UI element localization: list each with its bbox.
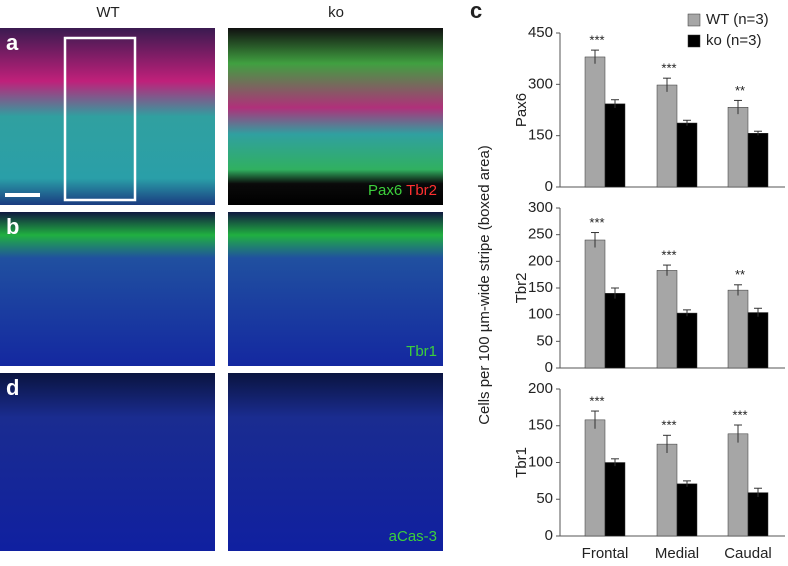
chart-ylabel: Pax6 — [513, 93, 530, 127]
error-bar — [683, 309, 691, 317]
image-ko-b — [228, 212, 443, 366]
significance: *** — [732, 407, 747, 422]
error-bar — [663, 264, 671, 276]
error-bar — [754, 307, 762, 317]
bar — [656, 84, 678, 188]
y-tick-label: 300 — [528, 199, 553, 216]
stain-label: Pax6 Tbr2 — [368, 182, 437, 199]
legend-label: ko (n=3) — [706, 32, 761, 49]
bar — [747, 492, 769, 537]
column-label: WT — [96, 4, 119, 21]
stain-name: aCas-3 — [389, 528, 437, 545]
error-bar — [663, 434, 671, 453]
bar — [604, 293, 626, 369]
image-ko-a — [228, 28, 443, 205]
significance: ** — [735, 267, 745, 282]
micrographs — [0, 28, 443, 551]
y-tick-label: 200 — [528, 252, 553, 269]
image-ko-d — [228, 373, 443, 551]
y-tick-label: 50 — [536, 332, 553, 349]
bar — [676, 312, 698, 369]
bar — [727, 433, 749, 537]
y-tick-label: 150 — [528, 279, 553, 296]
error-bar — [734, 424, 742, 443]
error-bar — [611, 287, 619, 299]
error-bar — [591, 232, 599, 248]
bar — [727, 289, 749, 369]
chart-ylabel: Tbr2 — [513, 273, 530, 304]
x-tick-label: Frontal — [582, 545, 629, 562]
bar — [584, 56, 606, 188]
error-bar — [754, 487, 762, 498]
y-tick-label: 250 — [528, 226, 553, 243]
image-wt-b — [0, 212, 215, 366]
error-bar — [734, 99, 742, 115]
x-tick-label: Caudal — [724, 545, 772, 562]
significance: *** — [589, 33, 604, 48]
bar — [604, 103, 626, 188]
y-tick-label: 0 — [545, 527, 553, 544]
column-label: ko — [328, 4, 344, 21]
significance: *** — [661, 61, 676, 76]
error-bar — [591, 410, 599, 429]
legend-swatch — [687, 34, 701, 48]
chart-ylabel: Tbr1 — [513, 447, 530, 478]
y-tick-label: 150 — [528, 127, 553, 144]
y-tick-label: 300 — [528, 75, 553, 92]
significance: *** — [589, 215, 604, 230]
error-bar — [683, 480, 691, 487]
bar — [656, 443, 678, 537]
significance: *** — [589, 393, 604, 408]
bar — [604, 462, 626, 537]
y-tick-label: 200 — [528, 380, 553, 397]
significance: *** — [661, 248, 676, 263]
error-bar — [591, 49, 599, 64]
bar — [747, 312, 769, 369]
stain-name: Tbr2 — [406, 182, 437, 199]
stain-name: Tbr1 — [406, 343, 437, 360]
bar — [656, 270, 678, 369]
stain-label: Tbr1 — [406, 343, 437, 360]
image-wt-a — [0, 28, 215, 205]
error-bar — [754, 130, 762, 136]
error-bar — [683, 119, 691, 126]
panel-label: b — [6, 214, 19, 239]
error-bar — [611, 99, 619, 108]
panel-label: d — [6, 375, 19, 400]
y-tick-label: 0 — [545, 178, 553, 195]
image-wt-d — [0, 373, 215, 551]
bar — [727, 107, 749, 188]
error-bar — [734, 284, 742, 296]
legend-swatch — [687, 13, 701, 27]
legend-label: WT (n=3) — [706, 11, 769, 28]
stain-label: aCas-3 — [389, 528, 437, 545]
stain-name: Pax6 — [368, 182, 402, 199]
x-tick-label: Medial — [655, 545, 699, 562]
significance: ** — [735, 83, 745, 98]
bar — [676, 483, 698, 537]
panel-label: c — [470, 0, 482, 23]
bar — [584, 419, 606, 537]
y-axis-label: Cells per 100 µm-wide stripe (boxed area… — [476, 145, 493, 425]
bar — [584, 239, 606, 369]
boxed-area — [63, 36, 137, 202]
panel-label: a — [6, 30, 19, 55]
bar — [747, 133, 769, 188]
y-tick-label: 450 — [528, 24, 553, 41]
significance: *** — [661, 418, 676, 433]
error-bar — [663, 77, 671, 92]
y-tick-label: 0 — [545, 359, 553, 376]
error-bar — [611, 458, 619, 467]
y-tick-label: 100 — [528, 306, 553, 323]
y-tick-label: 100 — [528, 453, 553, 470]
y-tick-label: 50 — [536, 490, 553, 507]
bar — [676, 122, 698, 188]
y-tick-label: 150 — [528, 417, 553, 434]
